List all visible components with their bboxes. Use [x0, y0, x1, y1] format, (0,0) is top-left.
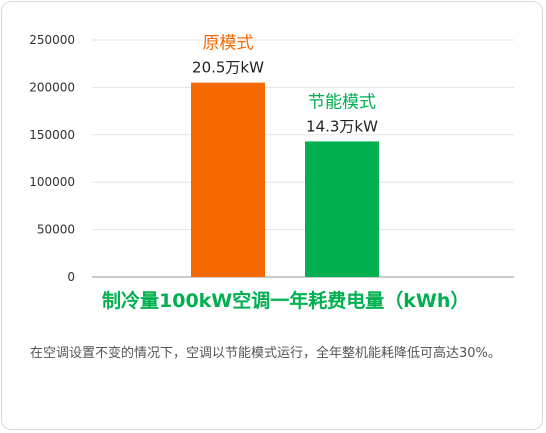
bar-category-label: 节能模式	[308, 92, 376, 112]
y-tick-label: 150000	[29, 128, 75, 142]
y-tick-label: 250000	[29, 33, 75, 47]
y-tick-label: 50000	[37, 223, 75, 237]
y-tick-label: 200000	[29, 80, 75, 94]
y-tick-label: 100000	[29, 175, 75, 189]
x-axis-title: 制冷量100kW空调一年耗费电量（kWh）	[102, 289, 469, 312]
bar-chart: 250000 200000 150000 100000 50000 0 20.5万kW 原模式…	[29, 33, 514, 312]
bar-value-label: 20.5万kW	[192, 59, 264, 77]
bar-2	[305, 141, 379, 277]
bar-1	[191, 82, 265, 277]
footnote-text: 在空调设置不变的情况下，空调以节能模式运行，全年整机能耗降低可高达30%。	[30, 346, 501, 361]
bar-category-label: 原模式	[203, 34, 254, 54]
y-tick-label: 0	[67, 270, 75, 284]
bar-value-label: 14.3万kW	[306, 117, 378, 135]
